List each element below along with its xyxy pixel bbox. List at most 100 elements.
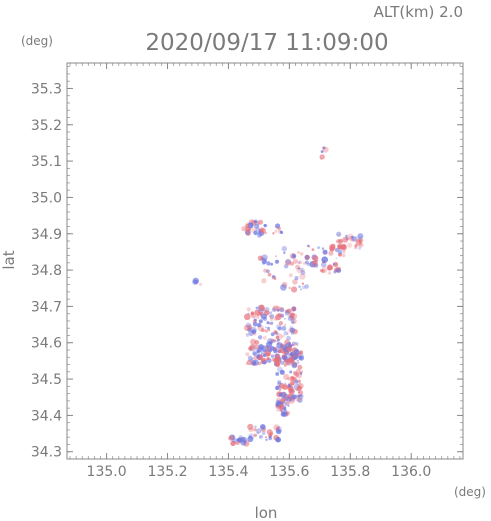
echo-point — [291, 306, 297, 312]
echo-point — [321, 247, 324, 250]
echo-point — [261, 431, 266, 436]
echo-point — [268, 314, 272, 318]
chart-title: 2020/09/17 11:09:00 — [145, 30, 388, 56]
echo-point — [296, 368, 301, 373]
echo-point — [292, 279, 298, 285]
y-tick-label: 34.5 — [31, 372, 62, 388]
echo-point — [262, 353, 267, 358]
y-unit-label: (deg) — [21, 34, 53, 48]
y-tick-label: 34.6 — [31, 336, 62, 352]
echo-point — [267, 326, 270, 330]
echo-point — [192, 279, 198, 285]
echo-point — [293, 371, 298, 376]
echo-point — [321, 248, 325, 251]
echo-point — [322, 146, 329, 153]
echo-point — [296, 385, 302, 391]
echo-point — [296, 267, 303, 274]
echo-point — [335, 257, 338, 260]
echo-point — [259, 435, 263, 439]
echo-point — [245, 333, 248, 336]
echo-point — [254, 223, 260, 229]
echo-point — [278, 403, 285, 410]
echo-point — [285, 258, 291, 265]
echo-point — [297, 251, 300, 254]
echo-point — [322, 146, 326, 150]
echo-point — [286, 335, 291, 341]
echo-point — [250, 357, 254, 361]
echo-point — [341, 253, 346, 258]
x-axis-label: lon — [255, 504, 278, 521]
axis-ticks: 135.0 135.2 135.4 135.6 135.8 136.0 34.3 34.4 34… — [31, 63, 463, 480]
echo-point — [246, 307, 251, 312]
echo-point — [346, 242, 353, 248]
echo-point — [299, 394, 303, 397]
y-tick-label: 34.3 — [31, 445, 62, 461]
echo-point — [286, 377, 290, 380]
echo-point — [267, 347, 270, 350]
echo-point — [276, 427, 280, 431]
echo-point — [256, 233, 262, 238]
echo-point — [281, 353, 288, 361]
echo-point — [264, 326, 267, 329]
echo-point — [257, 361, 262, 366]
echo-point — [292, 341, 297, 346]
echo-point — [342, 244, 347, 249]
echo-point — [282, 356, 287, 361]
echo-point — [254, 309, 260, 316]
echo-point — [269, 314, 275, 319]
data-points — [192, 146, 364, 447]
echo-point — [336, 268, 342, 273]
echo-point — [229, 436, 232, 439]
echo-point — [283, 408, 286, 411]
echo-point — [312, 255, 319, 262]
echo-point — [296, 344, 299, 346]
echo-point — [304, 260, 309, 265]
echo-point — [235, 441, 240, 445]
echo-point — [245, 333, 250, 337]
echo-point — [282, 355, 285, 358]
altitude-label: ALT(km) 2.0 — [374, 3, 463, 21]
echo-point — [278, 388, 282, 392]
echo-point — [265, 438, 268, 441]
echo-point — [248, 326, 253, 330]
echo-point — [248, 427, 254, 433]
echo-point — [304, 284, 310, 289]
echo-point — [275, 259, 279, 264]
echo-point — [266, 357, 270, 361]
echo-point — [286, 346, 293, 353]
echo-point — [267, 272, 272, 277]
echo-point — [282, 334, 285, 338]
echo-point — [296, 359, 299, 362]
echo-point — [337, 250, 343, 255]
echo-point — [281, 325, 287, 331]
echo-point — [285, 396, 292, 403]
echo-point — [274, 339, 277, 342]
echo-point — [262, 335, 267, 340]
y-tick-label: 34.9 — [31, 227, 62, 243]
echo-point — [245, 223, 250, 228]
echo-point — [311, 248, 315, 251]
echo-point — [260, 227, 267, 234]
echo-point — [304, 254, 310, 260]
echo-point — [289, 261, 295, 266]
echo-point — [298, 390, 304, 396]
echo-point — [240, 436, 246, 442]
echo-point — [289, 370, 293, 374]
echo-point — [244, 313, 251, 321]
echo-point — [286, 401, 291, 406]
echo-point — [254, 425, 257, 428]
echo-point — [256, 354, 260, 358]
echo-point — [333, 270, 337, 274]
echo-point — [261, 278, 267, 284]
echo-point — [271, 275, 276, 279]
echo-point — [306, 262, 311, 267]
echo-point — [284, 401, 290, 407]
echo-point — [347, 233, 354, 239]
echo-point — [276, 408, 280, 412]
echo-point — [269, 323, 272, 325]
echo-point — [290, 306, 297, 312]
x-tick-label: 135.0 — [87, 464, 127, 480]
echo-point — [254, 220, 257, 224]
echo-point — [247, 222, 254, 229]
